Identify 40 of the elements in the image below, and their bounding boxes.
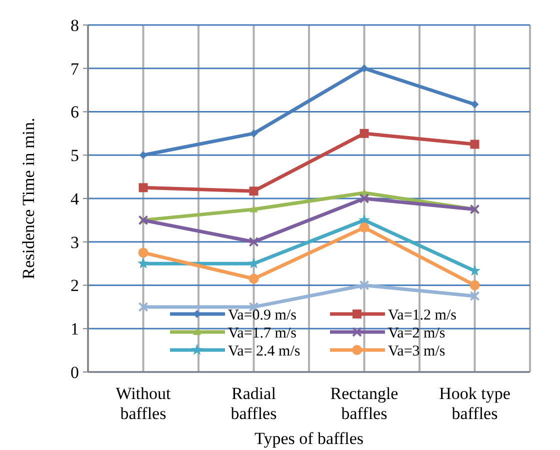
point xyxy=(470,140,480,149)
y-tick-label: 7 xyxy=(70,59,80,78)
legend-label: Va=1.2 m/s xyxy=(388,307,457,324)
point xyxy=(470,280,480,290)
point xyxy=(250,205,258,212)
point xyxy=(360,64,368,72)
x-tick-label: Hook type baffles xyxy=(439,384,510,423)
point xyxy=(470,291,480,302)
x-tick-label: Radial baffles xyxy=(230,384,277,423)
point xyxy=(138,302,148,312)
y-axis-title: Residence Time in min. xyxy=(19,118,38,280)
point xyxy=(359,222,370,233)
legend-label: Va=3 m/s xyxy=(388,343,446,360)
point xyxy=(139,151,148,160)
point xyxy=(359,194,370,204)
y-tick-label: 2 xyxy=(70,276,79,296)
legend-label: Va=0.9 m/s xyxy=(228,307,297,324)
legend-label: Va=2 m/s xyxy=(388,325,446,342)
y-tick-label: 4 xyxy=(70,189,80,208)
point xyxy=(138,258,149,268)
point xyxy=(248,236,259,247)
point xyxy=(470,100,479,108)
x-axis-title: Types of baffles xyxy=(254,429,364,448)
point xyxy=(138,248,148,258)
x-tick-label: Without baffles xyxy=(116,384,172,423)
point xyxy=(359,280,370,290)
point xyxy=(248,274,259,284)
y-tick-label: 3 xyxy=(70,232,79,252)
y-tick-label: 8 xyxy=(70,16,79,35)
y-tick-label: 1 xyxy=(70,320,79,339)
y-tick-label: 0 xyxy=(70,362,79,382)
y-tick-label: 5 xyxy=(70,146,79,166)
point xyxy=(138,183,148,192)
x-tick-label: Rectangle baffles xyxy=(330,384,398,423)
legend-label: Va=1.7 m/s xyxy=(228,325,297,342)
point xyxy=(360,128,369,138)
legend-label: Va= 2.4 m/s xyxy=(228,343,300,360)
point xyxy=(249,186,258,196)
point xyxy=(250,129,258,138)
y-tick-label: 6 xyxy=(70,102,79,122)
